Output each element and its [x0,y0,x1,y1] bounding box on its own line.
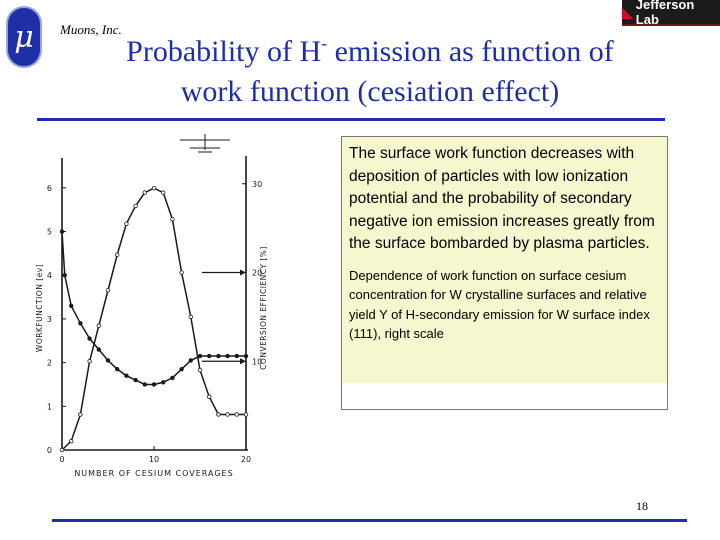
top-divider [37,118,665,121]
bottom-divider [52,519,687,522]
title-part1: Probability of H [126,35,322,68]
y2-axis-label: CONVERSION EFFICIENCY [%] [259,246,268,370]
data-point [243,412,249,417]
data-point [87,359,92,364]
series-line-2 [61,187,246,451]
data-point [124,221,129,226]
page-title: Probability of H- emission as function o… [60,32,680,112]
series-line-1 [61,231,246,386]
x-tick-label: 20 [241,455,251,464]
data-point [170,375,175,381]
data-point [188,358,193,363]
y-tick-label: 1 [47,402,52,411]
data-point [197,353,203,359]
data-point [62,273,67,278]
data-point [105,358,111,363]
data-point [59,447,65,453]
data-point [225,353,230,359]
data-point [206,394,212,399]
data-point [78,321,83,326]
data-point [96,323,101,328]
data-point [160,380,166,385]
data-point [179,270,184,275]
y2-tick-label: 30 [252,180,262,189]
data-point [133,377,138,383]
data-point [142,382,147,387]
figure-caption: Dependence of work function on surface c… [349,267,650,342]
y-tick-label: 2 [47,359,52,368]
title-line2: work function (cesiation effect) [180,75,560,108]
data-point [105,288,111,293]
y2-tick-label: 20 [252,269,262,278]
data-point [160,190,166,195]
x-tick-label: 10 [149,455,159,464]
data-point [197,367,203,373]
data-point [243,353,249,359]
data-point [114,366,120,372]
explanation-box: The surface work function decreases with… [341,136,668,410]
explanation-highlight: The surface work function decreases with… [342,137,667,383]
muons-logo: μ [6,6,42,68]
y-tick-label: 0 [47,446,52,455]
title-part2: emission as function of [327,35,614,68]
data-point [151,382,157,387]
workfunction-figure: 0 1 2 3 4 5 6 10 20 30 0 10 20 NUMBER OF CESIUM COVER… [30,124,342,482]
data-point [69,438,74,444]
data-point [78,412,83,417]
data-point [59,229,65,234]
data-point [124,373,129,378]
scale-arrowhead [240,269,246,276]
data-point [69,303,74,309]
data-point [170,217,175,222]
title-superscript: - [321,33,328,53]
y-tick-label: 3 [47,315,52,324]
page-number: 18 [636,499,648,513]
data-point [114,252,120,257]
jlab-logo-text: Jefferson Lab [635,0,695,27]
data-point [151,185,157,191]
data-point [216,353,221,359]
data-point [216,412,221,417]
data-point [234,353,239,359]
data-point [142,190,147,195]
y-tick-label: 5 [47,228,52,237]
y-tick-label: 6 [47,184,52,193]
x-tick-label: 0 [59,455,64,464]
jlab-emblem-icon: ◣ [622,3,633,20]
data-point [133,203,138,209]
x-axis-label: NUMBER OF CESIUM COVERAGES [74,469,233,478]
mu-symbol: μ [14,19,34,55]
data-point [206,353,212,359]
company-name: Muons, Inc. [60,22,122,37]
workfunction-chart: 0 1 2 3 4 5 6 10 20 30 0 10 20 NUMBER OF CESIUM COVER… [35,134,268,478]
data-point [87,336,92,341]
y2-tick-label: 10 [252,357,262,366]
jefferson-lab-logo: ◣ Jefferson Lab [622,0,720,27]
scale-arrowhead [240,358,246,365]
data-point [225,412,230,417]
data-point [188,314,193,320]
explanation-text: The surface work function decreases with… [349,145,655,252]
y-axis-label: WORKFUNCTION [ev] [35,264,44,352]
data-point [96,347,101,352]
data-point [179,366,184,372]
data-point [234,412,239,417]
y-tick-label: 4 [47,271,52,280]
